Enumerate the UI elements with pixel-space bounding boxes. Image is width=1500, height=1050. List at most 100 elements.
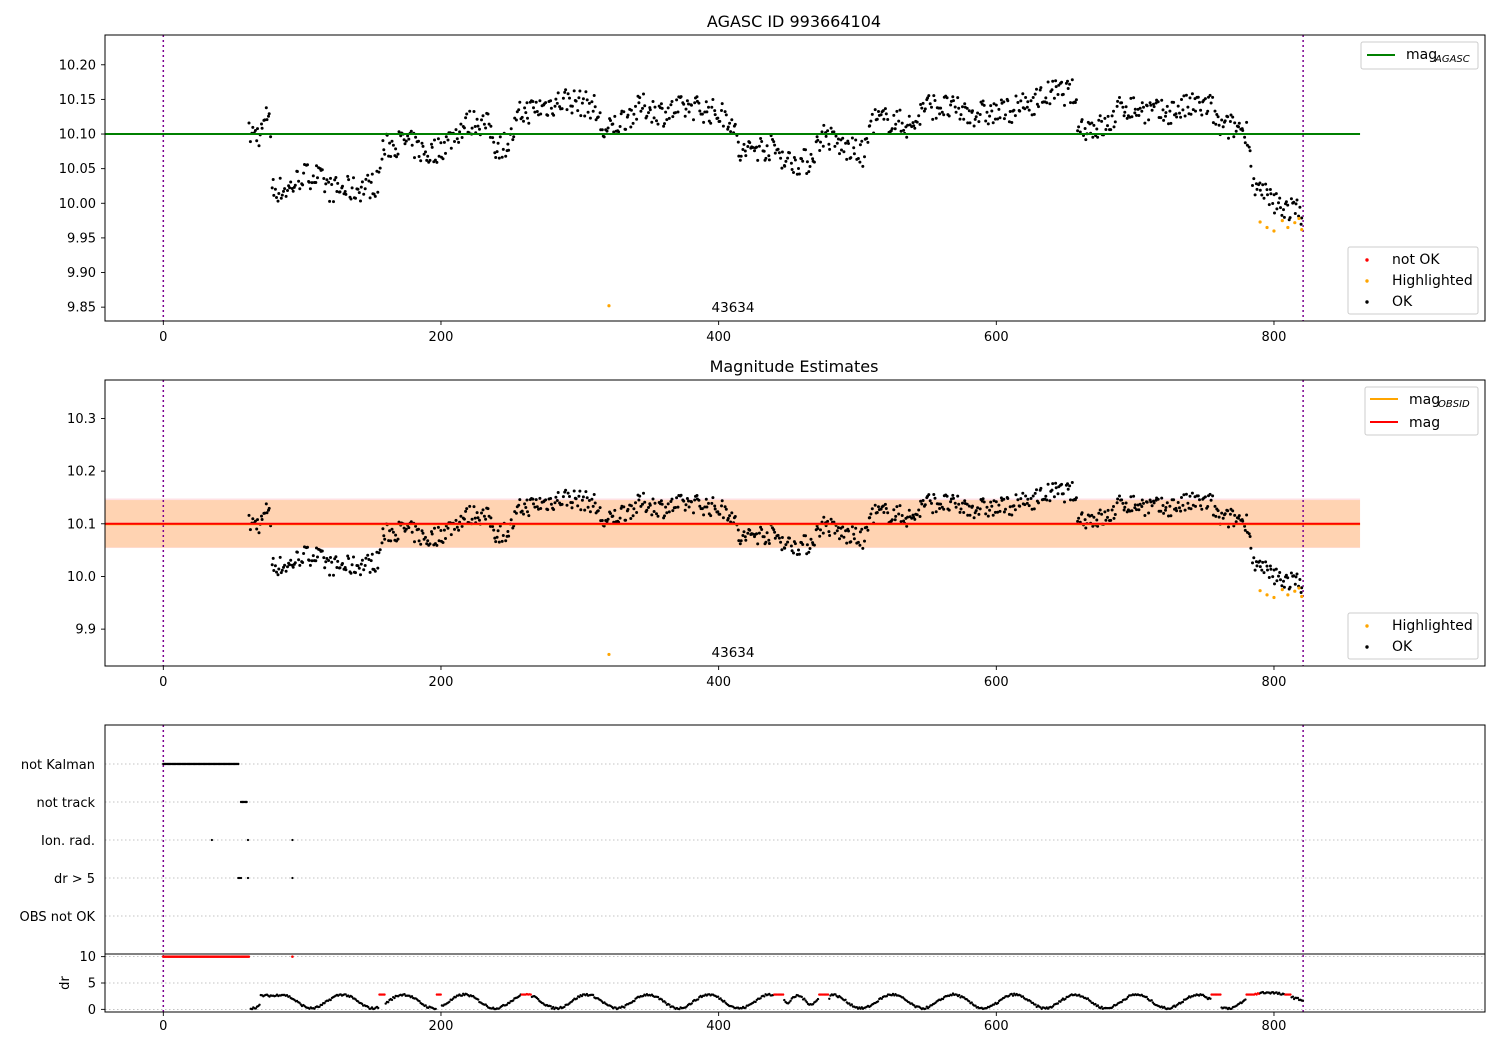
- ok-point: [349, 571, 353, 575]
- ok-point: [1123, 110, 1127, 114]
- ok-point: [1216, 509, 1220, 513]
- ok-point: [1068, 484, 1072, 488]
- ok-point: [1275, 579, 1279, 583]
- ok-point: [524, 506, 528, 509]
- ok-point: [430, 145, 434, 149]
- ok-point: [486, 112, 490, 116]
- ok-point: [592, 94, 596, 97]
- ok-point: [1217, 123, 1221, 127]
- ok-point: [1098, 114, 1102, 118]
- ok-point: [710, 501, 714, 505]
- ok-point: [1194, 504, 1197, 508]
- ok-point: [822, 123, 826, 127]
- ok-point: [336, 559, 340, 563]
- ok-point: [472, 505, 476, 509]
- dr-point: [719, 997, 722, 1000]
- ok-point: [664, 505, 668, 509]
- ok-point: [1095, 127, 1099, 131]
- ok-point: [362, 568, 366, 572]
- ok-point: [1140, 498, 1144, 502]
- ok-point: [1292, 200, 1296, 204]
- ok-point: [1016, 498, 1020, 502]
- ok-point: [526, 510, 529, 514]
- ok-point: [286, 565, 289, 569]
- ok-point: [1006, 497, 1010, 500]
- ok-point: [1096, 135, 1100, 139]
- ok-point: [359, 185, 363, 189]
- ok-point: [1054, 481, 1058, 485]
- dr-point: [387, 1001, 390, 1004]
- ok-point: [251, 517, 255, 521]
- ok-point: [718, 119, 722, 123]
- ok-point: [918, 515, 922, 518]
- ok-point: [532, 502, 535, 506]
- ok-point: [1050, 88, 1054, 92]
- ok-point: [938, 112, 942, 116]
- ok-point: [716, 116, 720, 120]
- ok-point: [729, 520, 733, 524]
- ok-point: [1286, 576, 1290, 580]
- ok-point: [744, 538, 748, 542]
- ok-point: [1063, 103, 1066, 107]
- dr-point: [508, 1001, 511, 1005]
- ok-point: [1182, 94, 1186, 98]
- ok-point: [511, 138, 515, 142]
- ok-point: [827, 142, 831, 146]
- ok-point: [486, 507, 490, 511]
- ok-point: [1019, 99, 1023, 103]
- ok-point: [840, 534, 843, 538]
- ok-point: [994, 103, 998, 107]
- ok-point: [841, 525, 845, 529]
- highlighted-point: [607, 304, 611, 308]
- ok-legend-label: OK: [1392, 639, 1413, 655]
- ok-point: [883, 502, 887, 506]
- ok-point: [1178, 506, 1181, 510]
- ok-point: [449, 146, 453, 150]
- ok-point: [527, 121, 531, 125]
- ok-point: [1035, 87, 1038, 91]
- ok-point: [622, 110, 626, 114]
- ok-point: [1203, 495, 1207, 499]
- ok-point: [555, 499, 559, 502]
- ok-point: [1007, 120, 1011, 124]
- ok-point: [618, 516, 622, 520]
- ok-point: [812, 543, 816, 547]
- agasc-legend-sub: AGASC: [1434, 54, 1470, 65]
- ok-point: [1025, 105, 1029, 109]
- ok-point: [605, 520, 609, 524]
- ok-point: [368, 570, 372, 574]
- dr-point: [696, 998, 700, 1001]
- ok-point: [1029, 497, 1033, 500]
- dr-point: [1209, 997, 1212, 1000]
- ok-point: [865, 525, 869, 529]
- ok-point: [772, 140, 776, 144]
- ok-point: [993, 510, 997, 514]
- ok-point: [755, 145, 759, 149]
- ok-point: [1013, 114, 1017, 118]
- ok-point: [724, 113, 728, 117]
- ok-point: [1122, 508, 1126, 512]
- ok-point: [359, 199, 362, 203]
- ok-point: [965, 502, 969, 506]
- ok-point: [1274, 192, 1278, 196]
- ok-point: [707, 501, 710, 505]
- ok-point: [790, 168, 794, 171]
- ok-point: [1076, 519, 1080, 523]
- ok-point: [525, 101, 529, 105]
- ok-point: [1245, 120, 1249, 124]
- ok-point: [861, 164, 865, 168]
- ok-point: [1237, 121, 1241, 125]
- dr-point: [250, 1007, 254, 1011]
- ok-point: [1186, 105, 1190, 109]
- ok-point: [844, 141, 848, 145]
- ok-point: [928, 499, 932, 503]
- ok-point: [902, 128, 906, 132]
- ok-point: [311, 174, 315, 178]
- ok-point: [1169, 121, 1173, 125]
- ok-point: [634, 104, 637, 108]
- ok-point: [263, 511, 267, 515]
- ok-point: [1076, 129, 1080, 133]
- ok-point: [1278, 571, 1282, 574]
- ok-point: [816, 527, 820, 530]
- ok-point: [670, 497, 674, 501]
